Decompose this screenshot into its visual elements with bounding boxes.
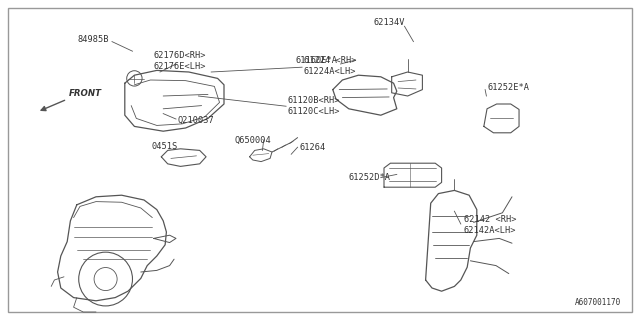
Text: A607001170: A607001170: [575, 298, 621, 307]
Text: 61160E*A: 61160E*A: [296, 56, 338, 65]
Text: Q650004: Q650004: [234, 136, 271, 145]
Text: 62142 <RH>
62142A<LH>: 62142 <RH> 62142A<LH>: [464, 215, 516, 235]
Text: 61252E*A: 61252E*A: [488, 83, 530, 92]
Text: 61252D*A: 61252D*A: [349, 173, 391, 182]
Text: 0451S: 0451S: [152, 142, 179, 151]
Text: 62176D<RH>
62176E<LH>: 62176D<RH> 62176E<LH>: [154, 52, 206, 71]
Text: FRONT: FRONT: [69, 89, 102, 98]
Text: 61224 <RH>
61224A<LH>: 61224 <RH> 61224A<LH>: [304, 56, 356, 76]
Text: 62134V: 62134V: [373, 18, 405, 27]
Text: 61120B<RH>
61120C<LH>: 61120B<RH> 61120C<LH>: [288, 96, 340, 116]
Text: Q210037: Q210037: [178, 116, 214, 124]
Text: 84985B: 84985B: [77, 36, 109, 44]
Text: 61264: 61264: [300, 143, 326, 152]
